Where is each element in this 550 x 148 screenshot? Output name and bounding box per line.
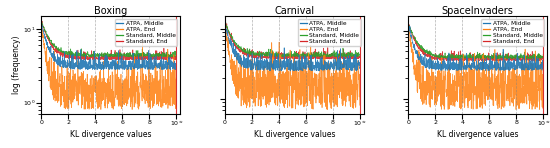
Title: Carnival: Carnival xyxy=(274,5,314,16)
X-axis label: KL divergence values: KL divergence values xyxy=(254,130,335,139)
Legend: ATPA, Middle, ATPA, End, Standard, Middle, Standard, End: ATPA, Middle, ATPA, End, Standard, Middl… xyxy=(114,19,177,46)
Title: SpaceInvaders: SpaceInvaders xyxy=(442,5,514,16)
Y-axis label: log (frequency): log (frequency) xyxy=(12,36,21,94)
X-axis label: KL divergence values: KL divergence values xyxy=(437,130,519,139)
Legend: ATPA, Middle, ATPA, End, Standard, Middle, Standard, End: ATPA, Middle, ATPA, End, Standard, Middl… xyxy=(481,19,544,46)
X-axis label: KL divergence values: KL divergence values xyxy=(70,130,151,139)
Legend: ATPA, Middle, ATPA, End, Standard, Middle, Standard, End: ATPA, Middle, ATPA, End, Standard, Middl… xyxy=(298,19,361,46)
Title: Boxing: Boxing xyxy=(94,5,128,16)
